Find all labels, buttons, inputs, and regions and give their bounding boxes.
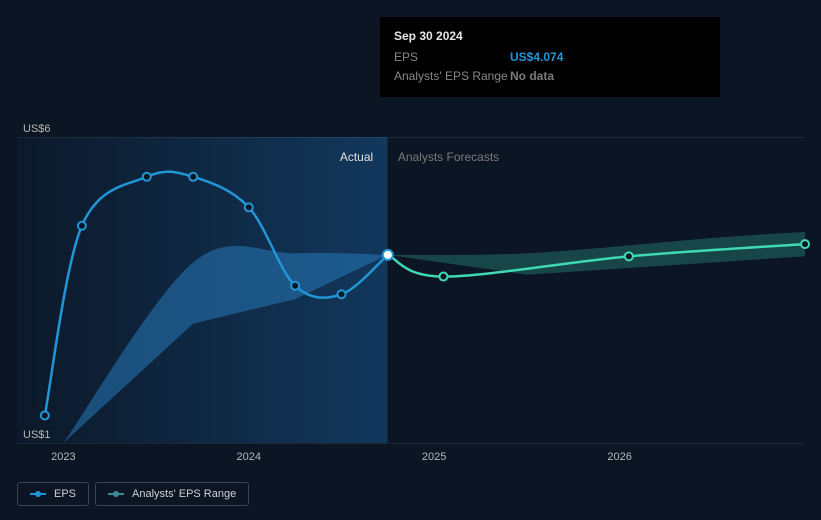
legend: EPS Analysts' EPS Range — [17, 482, 249, 506]
chart-tooltip: Sep 30 2024 EPS US$4.074 Analysts' EPS R… — [380, 17, 720, 97]
x-axis: 2023 2024 2025 2026 — [17, 445, 805, 465]
eps-actual-point — [41, 411, 49, 419]
tooltip-value: No data — [510, 67, 554, 86]
legend-label: Analysts' EPS Range — [132, 488, 236, 500]
legend-item-eps[interactable]: EPS — [17, 482, 89, 506]
eps-actual-point — [143, 173, 151, 181]
tooltip-row: EPS US$4.074 — [394, 48, 706, 67]
tooltip-label: Analysts' EPS Range — [394, 67, 510, 86]
eps-forecast-point — [801, 240, 809, 248]
eps-actual-point — [337, 290, 345, 298]
gridline — [17, 443, 805, 444]
x-tick-label: 2024 — [237, 451, 261, 463]
y-tick-label: US$1 — [23, 429, 51, 441]
range-forecast-area — [388, 232, 805, 275]
x-tick-label: 2023 — [51, 451, 75, 463]
eps-actual-point — [245, 203, 253, 211]
eps-forecast-point — [625, 252, 633, 260]
legend-marker-icon — [108, 490, 124, 498]
eps-actual-point — [291, 282, 299, 290]
y-tick-label: US$6 — [23, 123, 51, 135]
eps-actual-point — [78, 222, 86, 230]
range-actual-area — [63, 246, 387, 443]
tooltip-value: US$4.074 — [510, 48, 563, 67]
x-tick-label: 2026 — [607, 451, 631, 463]
gridline — [17, 137, 805, 138]
legend-label: EPS — [54, 488, 76, 500]
hover-marker — [383, 250, 393, 260]
x-tick-label: 2025 — [422, 451, 446, 463]
eps-actual-point — [189, 173, 197, 181]
tooltip-label: EPS — [394, 48, 510, 67]
eps-forecast-point — [439, 273, 447, 281]
tooltip-date: Sep 30 2024 — [394, 27, 706, 46]
tooltip-row: Analysts' EPS Range No data — [394, 67, 706, 86]
legend-marker-icon — [30, 490, 46, 498]
legend-item-range[interactable]: Analysts' EPS Range — [95, 482, 249, 506]
